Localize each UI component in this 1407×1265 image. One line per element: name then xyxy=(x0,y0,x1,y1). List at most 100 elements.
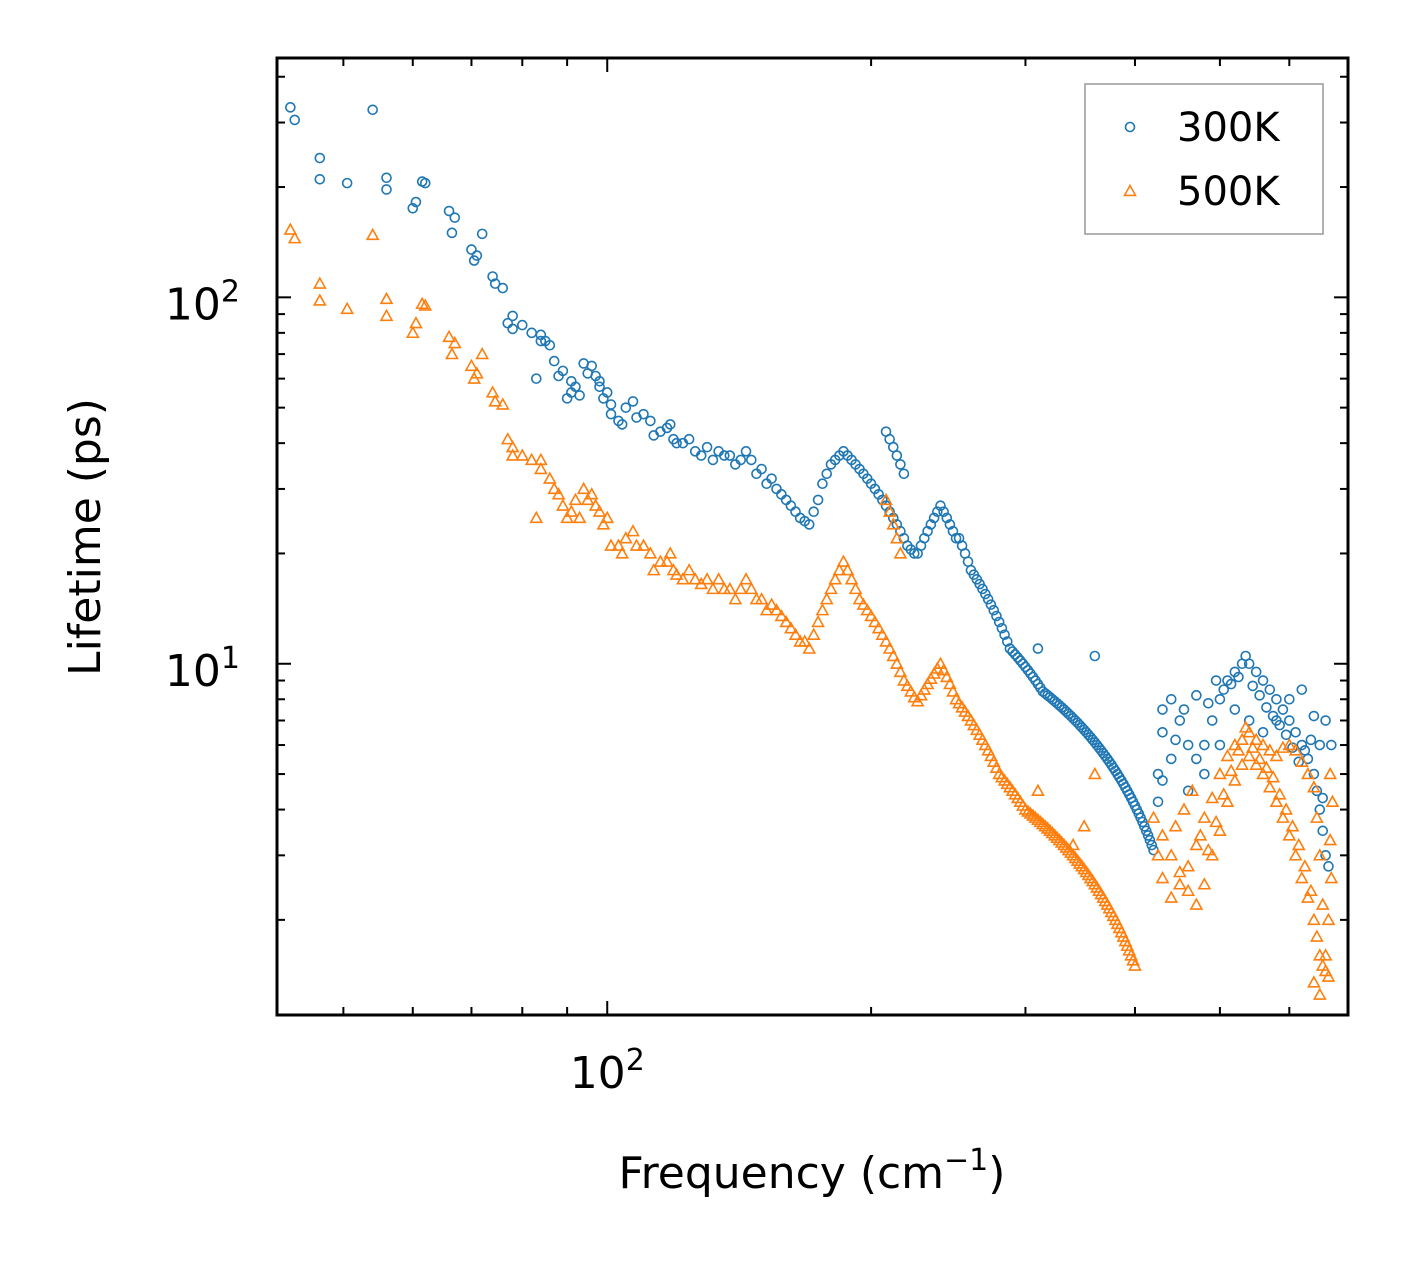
data-point-300K xyxy=(1274,719,1285,731)
data-point-500K xyxy=(886,517,901,530)
data-point-500K xyxy=(588,498,603,511)
data-point-500K xyxy=(340,301,355,315)
data-point-500K xyxy=(1164,848,1179,861)
data-point-500K xyxy=(560,510,574,524)
data-point-500K xyxy=(283,222,298,235)
data-point-300K xyxy=(895,459,906,470)
data-point-500K xyxy=(618,531,633,544)
data-point-500K xyxy=(711,572,726,585)
series-300K xyxy=(285,102,1337,872)
data-point-500K xyxy=(739,572,753,585)
data-point-500K xyxy=(893,546,908,559)
data-point-500K xyxy=(669,567,684,580)
data-point-500K xyxy=(495,397,510,410)
data-point-500K xyxy=(1304,883,1318,897)
data-point-500K xyxy=(946,684,960,697)
data-point-500K xyxy=(706,581,720,595)
data-point-300K xyxy=(993,616,1005,628)
data-point-300K xyxy=(314,152,326,164)
data-point-300K xyxy=(535,335,547,347)
data-point-300K xyxy=(544,339,556,351)
data-point-300K xyxy=(707,454,719,466)
data-point-500K xyxy=(1323,833,1338,846)
data-point-500K xyxy=(1301,890,1315,903)
data-point-300K xyxy=(605,399,617,410)
y-axis-tick-labels: 101 102 xyxy=(165,274,240,696)
data-point-500K xyxy=(1172,877,1187,890)
data-point-500K xyxy=(1040,821,1055,834)
data-point-500K xyxy=(442,329,456,343)
x-tick-label: 102 xyxy=(570,1043,645,1099)
data-point-300K xyxy=(1214,693,1226,705)
data-point-500K xyxy=(1324,870,1339,884)
data-point-500K xyxy=(939,669,954,683)
data-point-500K xyxy=(1282,737,1297,751)
data-point-300K xyxy=(996,622,1008,634)
data-point-300K xyxy=(1305,734,1317,746)
data-point-500K xyxy=(1312,987,1327,1000)
data-point-300K xyxy=(1174,715,1186,726)
data-point-300K xyxy=(1314,804,1326,815)
data-point-300K xyxy=(671,437,682,449)
data-point-500K xyxy=(1238,720,1253,733)
data-point-500K xyxy=(505,448,520,461)
data-point-300K xyxy=(1257,675,1269,686)
data-point-500K xyxy=(815,603,830,616)
data-point-500K xyxy=(886,648,901,662)
data-point-500K xyxy=(871,621,886,634)
data-point-300K xyxy=(1089,650,1101,662)
data-point-300K xyxy=(381,172,392,184)
data-point-500K xyxy=(1197,877,1212,890)
data-point-300K xyxy=(1032,643,1044,654)
data-point-300K xyxy=(516,319,528,331)
data-point-300K xyxy=(638,408,649,420)
data-point-300K xyxy=(1257,727,1269,738)
data-point-500K xyxy=(769,603,784,616)
data-point-500K xyxy=(688,572,703,585)
data-point-300K xyxy=(341,177,353,189)
data-point-300K xyxy=(586,360,597,372)
data-point-500K xyxy=(1066,837,1080,851)
data-point-500K xyxy=(1252,751,1267,765)
data-point-500K xyxy=(1028,810,1043,823)
data-point-300K xyxy=(898,468,910,480)
data-point-300K xyxy=(531,373,542,384)
data-point-500K xyxy=(1224,763,1239,777)
data-point-500K xyxy=(1269,794,1284,808)
legend: 300K 500K xyxy=(1084,83,1324,235)
data-point-300K xyxy=(1225,678,1237,690)
data-point-300K xyxy=(407,202,419,214)
data-point-500K xyxy=(1259,760,1274,774)
data-point-500K xyxy=(379,308,394,322)
data-point-500K xyxy=(626,524,640,537)
data-point-500K xyxy=(1033,814,1048,828)
data-point-300K xyxy=(817,478,828,490)
data-point-300K xyxy=(1284,715,1295,726)
data-point-300K xyxy=(594,381,605,393)
data-point-500K xyxy=(879,634,893,647)
data-point-500K xyxy=(744,581,759,595)
data-point-500K xyxy=(1213,823,1227,837)
data-point-500K xyxy=(1128,958,1142,971)
data-point-300K xyxy=(1233,671,1244,683)
data-point-500K xyxy=(882,641,897,654)
data-point-300K xyxy=(935,500,946,511)
y-tick-label: 102 xyxy=(165,274,240,330)
data-point-500K xyxy=(551,487,566,500)
x-axis-title-superscript: −1 xyxy=(944,1143,988,1178)
legend-box xyxy=(1084,83,1324,235)
data-point-500K xyxy=(488,394,503,407)
data-point-300K xyxy=(944,519,956,530)
data-point-500K xyxy=(1168,819,1183,832)
data-point-300K xyxy=(985,599,997,610)
data-point-300K xyxy=(1203,697,1214,709)
data-point-500K xyxy=(764,597,779,610)
data-point-300K xyxy=(1165,753,1177,765)
data-point-300K xyxy=(988,604,1000,616)
data-point-300K xyxy=(1323,861,1334,872)
data-point-500K xyxy=(1185,783,1200,797)
data-point-500K xyxy=(933,656,948,669)
data-point-500K xyxy=(1227,737,1242,751)
data-point-300K xyxy=(410,196,422,208)
data-point-300K xyxy=(1290,727,1301,738)
